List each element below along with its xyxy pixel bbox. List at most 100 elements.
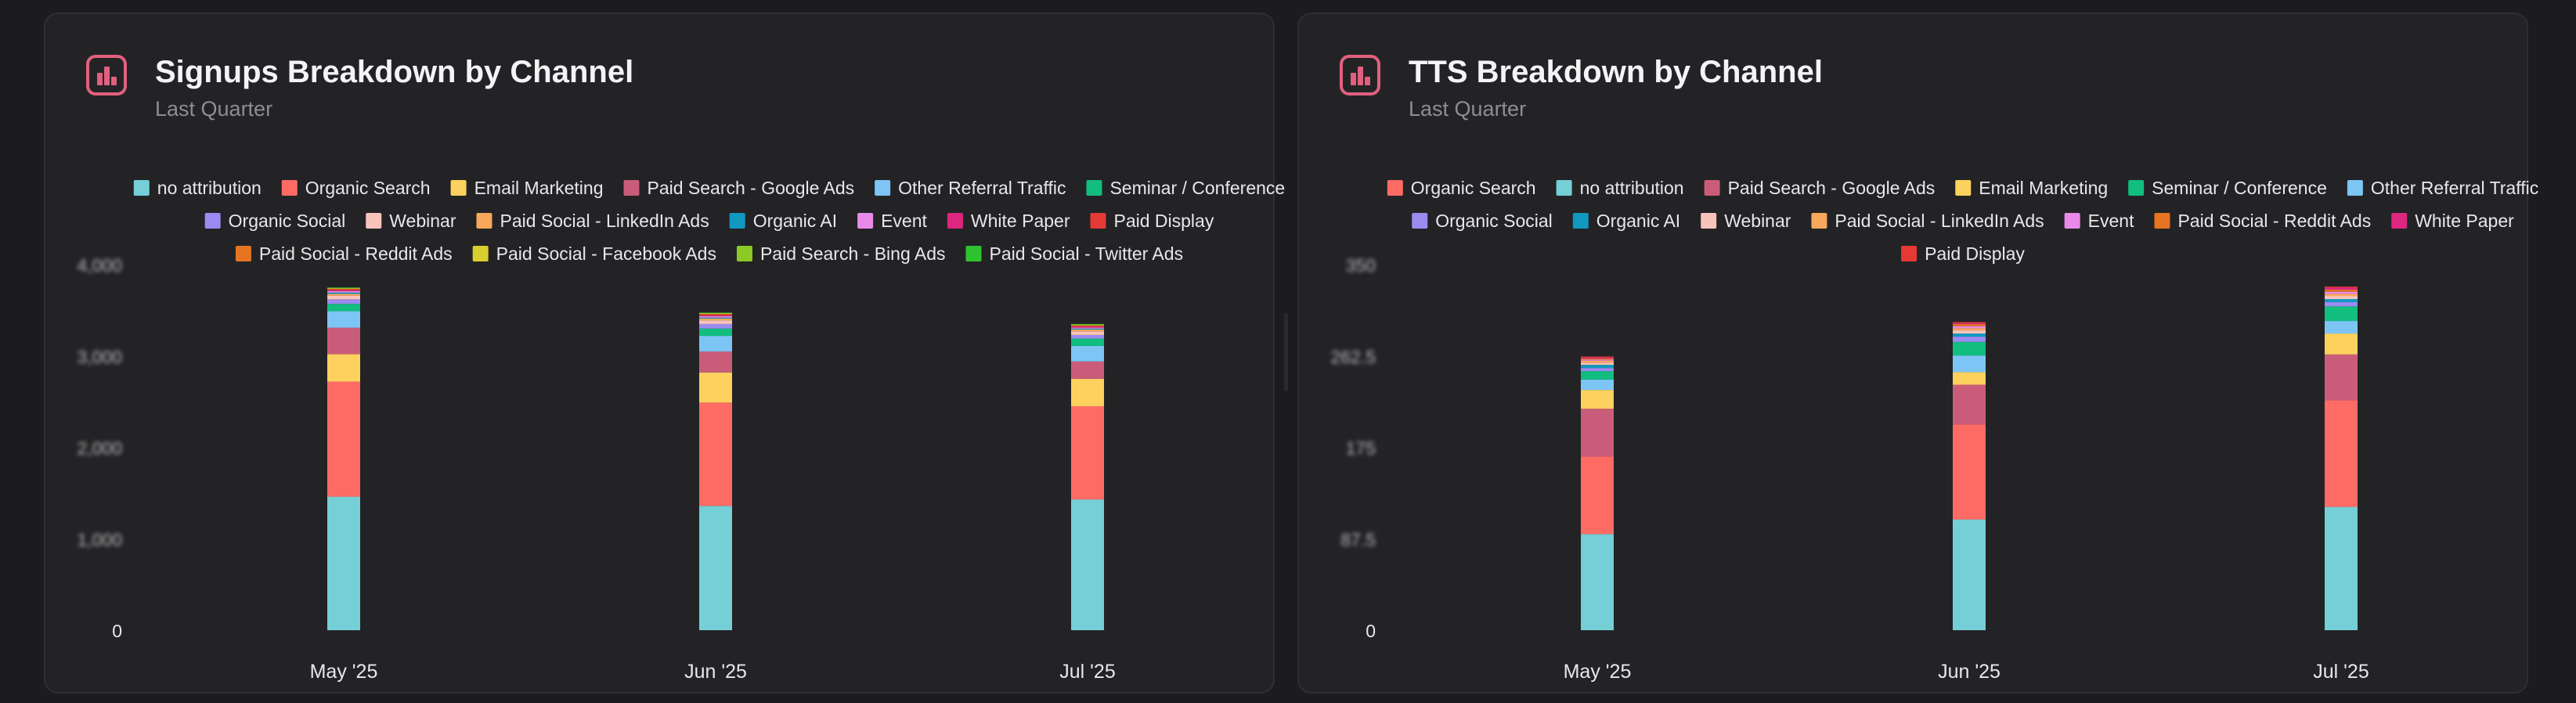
legend-item[interactable]: Organic Social <box>1412 211 1553 231</box>
bar-segment[interactable] <box>1071 378 1104 406</box>
bar-segment[interactable] <box>1953 337 1986 342</box>
bar-segment[interactable] <box>1953 326 1986 329</box>
bar-segment[interactable] <box>1953 519 1986 630</box>
legend-item[interactable]: Paid Social - LinkedIn Ads <box>476 211 709 231</box>
legend-item[interactable]: Email Marketing <box>450 178 604 198</box>
bar-stack[interactable] <box>1071 323 1104 630</box>
legend-item[interactable]: Paid Display <box>1090 211 1214 231</box>
bar-segment[interactable] <box>1071 499 1104 630</box>
legend-item[interactable]: Paid Search - Google Ads <box>1704 178 1936 198</box>
bar-segment[interactable] <box>327 354 360 382</box>
bar-segment[interactable] <box>327 287 360 288</box>
bar-segment[interactable] <box>327 327 360 355</box>
legend-item[interactable]: Paid Social - Facebook Ads <box>472 243 716 264</box>
legend-item[interactable]: Organic Social <box>204 211 346 231</box>
bar-segment[interactable] <box>1953 341 1986 356</box>
bar-segment[interactable] <box>2325 296 2358 300</box>
bar-segment[interactable] <box>699 402 732 507</box>
legend-item[interactable]: Organic Search <box>1387 178 1536 198</box>
bar-segment[interactable] <box>2325 294 2358 297</box>
legend-item[interactable]: no attribution <box>1556 178 1684 198</box>
legend-item[interactable]: Organic Search <box>281 178 431 198</box>
bar-segment[interactable] <box>1581 371 1614 380</box>
legend-item[interactable]: Event <box>857 211 928 231</box>
bar-segment[interactable] <box>327 299 360 305</box>
bar-segment[interactable] <box>327 295 360 300</box>
bar-segment[interactable] <box>699 312 732 313</box>
legend-item[interactable]: Paid Search - Google Ads <box>623 178 854 198</box>
bar-segment[interactable] <box>699 318 732 321</box>
bar-segment[interactable] <box>699 506 732 630</box>
bar-segment[interactable] <box>2325 333 2358 355</box>
legend-item[interactable]: Organic AI <box>729 211 837 231</box>
bar-segment[interactable] <box>1581 368 1614 372</box>
bar-segment[interactable] <box>1581 359 1614 361</box>
bar-segment[interactable] <box>699 315 732 316</box>
legend-item[interactable]: Seminar / Conference <box>1086 178 1285 198</box>
bar-segment[interactable] <box>2325 507 2358 630</box>
bar-segment[interactable] <box>1071 328 1104 330</box>
bar-segment[interactable] <box>2325 302 2358 307</box>
legend-item[interactable]: Email Marketing <box>1955 178 2108 198</box>
bar-segment[interactable] <box>699 320 732 324</box>
bar-segment[interactable] <box>1953 333 1986 337</box>
bar-segment[interactable] <box>1071 329 1104 332</box>
bar-segment[interactable] <box>1581 360 1614 363</box>
bar-segment[interactable] <box>1953 322 1986 323</box>
bar-segment[interactable] <box>699 317 732 319</box>
bar-segment[interactable] <box>699 314 732 315</box>
bar-segment[interactable] <box>1071 326 1104 328</box>
bar-segment[interactable] <box>2325 354 2358 401</box>
bar-segment[interactable] <box>1953 323 1986 325</box>
bar-segment[interactable] <box>2325 306 2358 322</box>
legend-item[interactable]: Seminar / Conference <box>2128 178 2327 198</box>
bar-segment[interactable] <box>327 304 360 312</box>
bar-segment[interactable] <box>1953 424 1986 520</box>
bar-segment[interactable] <box>1071 323 1104 325</box>
bar-segment[interactable] <box>1581 534 1614 630</box>
bar-segment[interactable] <box>1953 328 1986 331</box>
bar-segment[interactable] <box>699 372 732 403</box>
legend-item[interactable]: Paid Social - Reddit Ads <box>235 243 453 264</box>
bar-segment[interactable] <box>1071 334 1104 339</box>
bar-segment[interactable] <box>1071 338 1104 346</box>
legend-item[interactable]: Organic AI <box>1572 211 1680 231</box>
bar-stack[interactable] <box>2325 287 2358 630</box>
bar-segment[interactable] <box>2325 291 2358 294</box>
bar-segment[interactable] <box>1581 390 1614 409</box>
bar-segment[interactable] <box>1071 361 1104 379</box>
bar-segment[interactable] <box>1071 345 1104 362</box>
bar-segment[interactable] <box>1581 362 1614 366</box>
legend-item[interactable]: Event <box>2064 211 2134 231</box>
bar-segment[interactable] <box>2325 321 2358 334</box>
bar-segment[interactable] <box>1953 384 1986 425</box>
bar-segment[interactable] <box>327 288 360 289</box>
legend-item[interactable]: White Paper <box>2391 211 2514 231</box>
legend-item[interactable]: Paid Social - Reddit Ads <box>2154 211 2371 231</box>
bar-segment[interactable] <box>699 313 732 315</box>
bar-segment[interactable] <box>699 351 732 373</box>
bar-segment[interactable] <box>1071 406 1104 500</box>
bar-segment[interactable] <box>1581 456 1614 535</box>
legend-item[interactable]: Paid Display <box>1901 243 2025 264</box>
bar-segment[interactable] <box>327 496 360 630</box>
bar-segment[interactable] <box>327 292 360 294</box>
bar-segment[interactable] <box>2325 400 2358 507</box>
bar-segment[interactable] <box>2325 299 2358 303</box>
bar-segment[interactable] <box>1071 324 1104 326</box>
bar-stack[interactable] <box>699 312 732 630</box>
bar-segment[interactable] <box>327 290 360 293</box>
bar-stack[interactable] <box>1953 322 1986 630</box>
legend-item[interactable]: Paid Social - Twitter Ads <box>965 243 1183 264</box>
panel-resize-handle[interactable] <box>1284 313 1288 391</box>
bar-segment[interactable] <box>1953 355 1986 373</box>
bar-segment[interactable] <box>327 381 360 497</box>
bar-segment[interactable] <box>1581 409 1614 457</box>
legend-item[interactable]: Webinar <box>366 211 456 231</box>
bar-segment[interactable] <box>1953 324 1986 326</box>
bar-segment[interactable] <box>1581 379 1614 391</box>
bar-segment[interactable] <box>1071 325 1104 326</box>
bar-segment[interactable] <box>699 336 732 352</box>
bar-segment[interactable] <box>1953 330 1986 334</box>
legend-item[interactable]: Paid Social - LinkedIn Ads <box>1811 211 2044 231</box>
